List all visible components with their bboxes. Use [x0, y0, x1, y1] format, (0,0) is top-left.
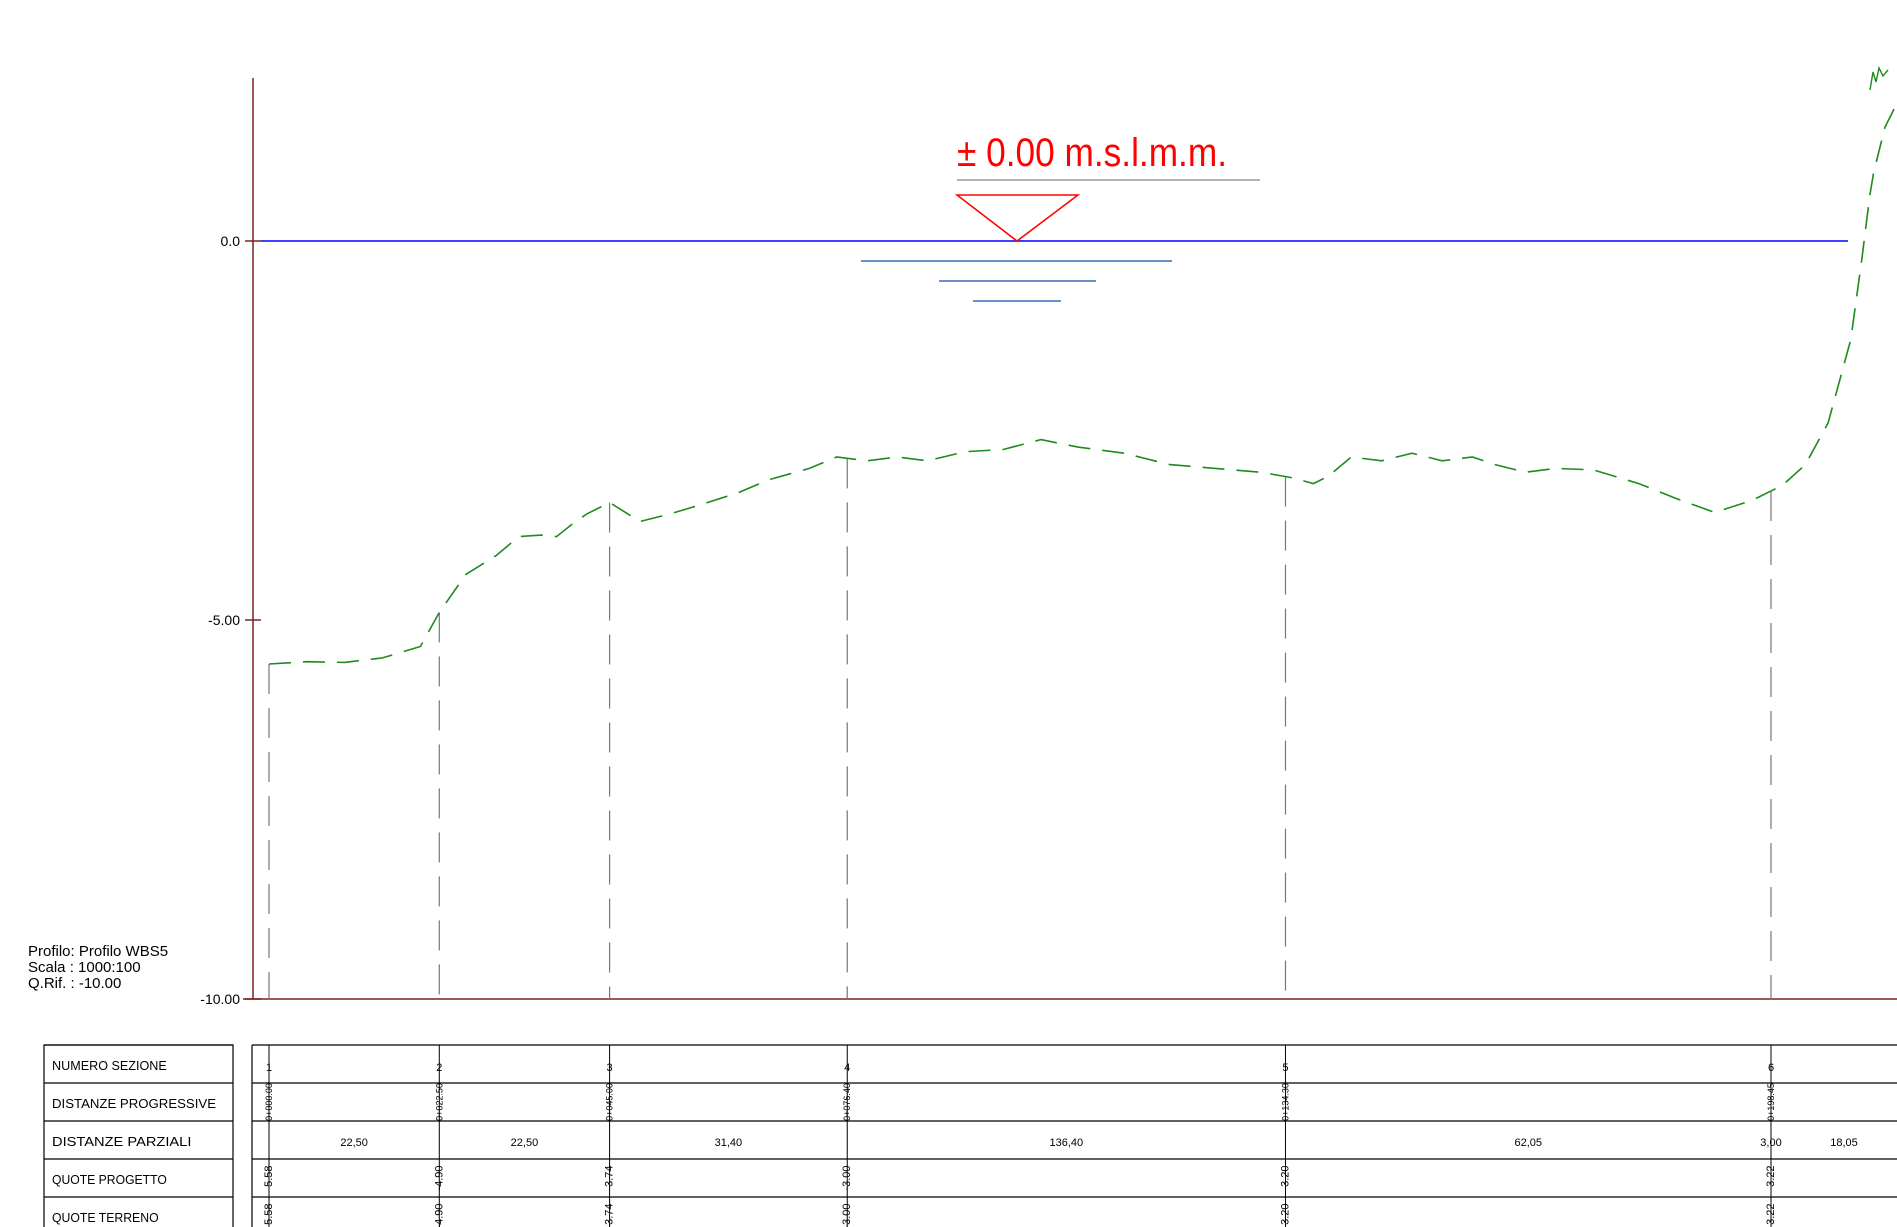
terrain-line	[268, 101, 1897, 665]
row-label: DISTANZE PARZIALI	[52, 1134, 191, 1149]
section-partial: 31,40	[715, 1137, 743, 1149]
row-label: QUOTE TERRENO	[52, 1210, 159, 1225]
section-number: 5	[1282, 1062, 1288, 1074]
section-number: 4	[844, 1062, 850, 1074]
reference-water-level: ± 0.00 m.s.l.m.m.	[261, 131, 1848, 302]
section-quota-progetto: -4.90	[433, 1165, 445, 1190]
section-quota-terreno: -3.20	[1279, 1203, 1291, 1227]
profile-info: Profilo: Profilo WBS5 Scala : 1000:100 Q…	[28, 944, 168, 992]
section-quota-terreno: -4.90	[433, 1203, 445, 1227]
section-progressive: 0+134.30	[1280, 1083, 1290, 1121]
section-partial: 136,40	[1050, 1137, 1084, 1149]
section-progressive: 0+000.00	[264, 1083, 274, 1121]
elevation-axis: 0.0 -5.00 -10.00	[200, 78, 1897, 1007]
section-quota-progetto: -3.20	[1279, 1165, 1291, 1190]
y-tick-label: -10.00	[200, 991, 240, 1007]
section-quota-terreno: -3.00	[841, 1203, 853, 1227]
section-partial-extra: 18,05	[1830, 1137, 1858, 1149]
section-lines	[268, 458, 1772, 999]
level-triangle-icon	[954, 194, 1081, 242]
section-number: 3	[607, 1062, 613, 1074]
section-quota-progetto: -5.58	[263, 1165, 275, 1190]
y-tick-label: 0.0	[221, 233, 241, 249]
section-quota-terreno: -3.22	[1765, 1203, 1777, 1227]
section-number: 6	[1768, 1062, 1774, 1074]
section-progressive: 0+022.50	[434, 1083, 444, 1121]
section-quota-terreno: -3.74	[604, 1203, 616, 1227]
section-progressive: 0+198.45	[1766, 1083, 1776, 1121]
sections-table: NUMERO SEZIONE DISTANZE PROGRESSIVE DISTAN…	[43, 1044, 1897, 1227]
row-label: DISTANZE PROGRESSIVE	[52, 1096, 216, 1111]
row-label: QUOTE PROGETTO	[52, 1172, 167, 1187]
section-partial: 3,00	[1760, 1137, 1781, 1149]
section-partial: 22,50	[340, 1137, 368, 1149]
section-quota-progetto: -3.22	[1765, 1165, 1777, 1190]
section-quota-progetto: -3.74	[604, 1165, 616, 1190]
row-label: NUMERO SEZIONE	[52, 1058, 167, 1073]
profile-reference-quota: Q.Rif. : -10.00	[28, 975, 122, 992]
terrain-profile	[268, 65, 1897, 665]
profile-scale: Scala : 1000:100	[28, 959, 141, 976]
section-partial: 62,05	[1514, 1137, 1542, 1149]
section-number: 1	[266, 1062, 272, 1074]
profile-name: Profilo: Profilo WBS5	[28, 943, 169, 960]
section-number: 2	[436, 1062, 442, 1074]
section-partial: 22,50	[511, 1137, 539, 1149]
y-tick-label: -5.00	[208, 612, 240, 628]
reference-level-label: ± 0.00 m.s.l.m.m.	[957, 131, 1227, 175]
section-quota-terreno: -5.58	[263, 1203, 275, 1227]
section-progressive: 0+045.00	[605, 1083, 615, 1121]
terrain-detail-mark	[1869, 65, 1889, 91]
section-quota-progetto: -3.00	[841, 1165, 853, 1190]
section-progressive: 0+076.40	[842, 1083, 852, 1121]
